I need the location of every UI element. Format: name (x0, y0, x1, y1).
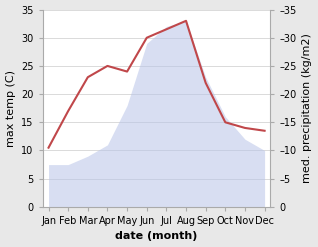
Y-axis label: med. precipitation (kg/m2): med. precipitation (kg/m2) (302, 33, 313, 183)
Y-axis label: max temp (C): max temp (C) (5, 70, 16, 147)
X-axis label: date (month): date (month) (115, 231, 198, 242)
